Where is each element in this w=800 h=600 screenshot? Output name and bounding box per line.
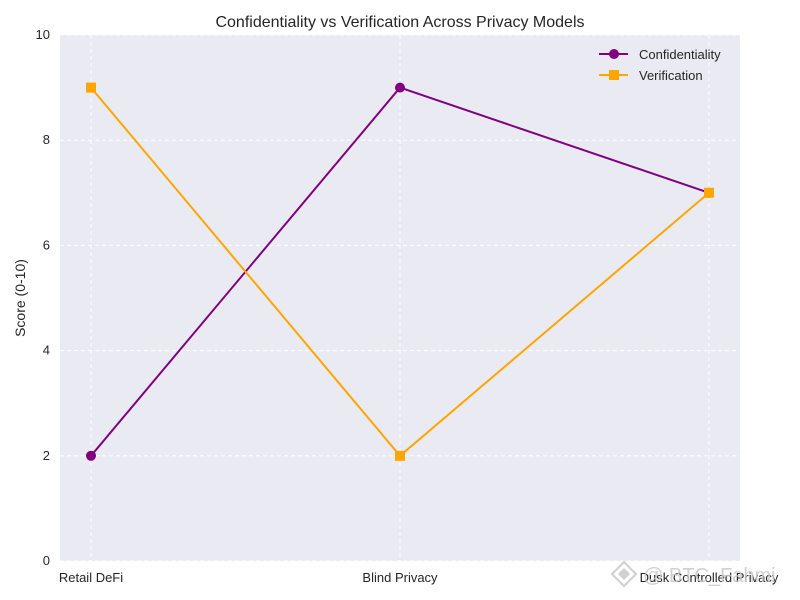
- legend-item: Verification: [599, 68, 703, 83]
- binance-logo-icon: [610, 560, 638, 588]
- legend-item: Confidentiality: [599, 47, 721, 62]
- series-verification: [86, 82, 714, 461]
- legend: Confidentiality Verification: [599, 47, 721, 83]
- data-point: [395, 82, 405, 93]
- series: [86, 82, 714, 461]
- data-point: [86, 450, 96, 461]
- y-tick-label: 10: [36, 27, 50, 42]
- y-axis-label: Score (0-10): [12, 259, 28, 337]
- chart-title: Confidentiality vs Verification Across P…: [215, 14, 584, 31]
- legend-label: Confidentiality: [639, 47, 721, 62]
- y-tick-label: 6: [43, 237, 50, 252]
- y-tick-label: 0: [43, 553, 50, 568]
- data-point: [704, 187, 714, 198]
- axes: 0 2 4 6 8 10 Retail DeFi Blind Privacy Dusk Cont…: [36, 27, 779, 585]
- data-point: [86, 82, 96, 93]
- data-point: [395, 450, 405, 461]
- y-tick-label: 2: [43, 448, 50, 463]
- y-tick-label: 8: [43, 132, 50, 147]
- x-tick-label: Blind Privacy: [362, 570, 438, 585]
- legend-marker: [609, 49, 619, 59]
- legend-marker: [609, 70, 619, 80]
- watermark-text: @ BTC_Fahmi: [643, 565, 776, 587]
- y-tick-label: 4: [43, 343, 50, 358]
- watermark: @ BTC_Fahmi: [610, 560, 776, 588]
- x-tick-label: Dusk Controlled Privacy: [640, 570, 779, 585]
- x-tick-label: Retail DeFi: [59, 570, 123, 585]
- legend-label: Verification: [639, 68, 703, 83]
